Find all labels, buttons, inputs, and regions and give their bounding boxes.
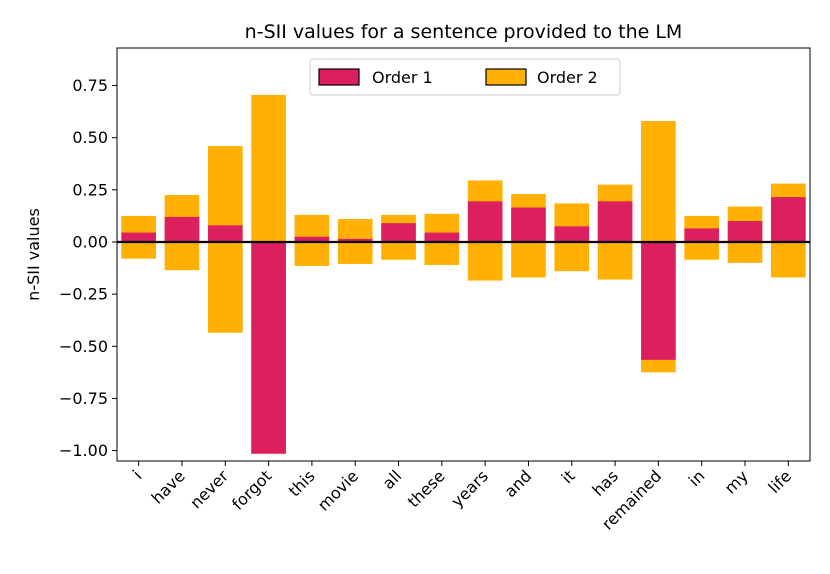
- y-tick-label: 0.50: [72, 128, 108, 147]
- x-tick-label-all: all: [379, 466, 406, 493]
- bar-order1-and: [511, 207, 546, 242]
- y-tick-label: −0.25: [59, 285, 108, 304]
- legend-label-1: Order 1: [372, 68, 433, 87]
- x-tick-label-this: this: [285, 466, 319, 500]
- bar-order2-neg-has: [597, 241, 633, 280]
- bar-order2-neg-in: [684, 241, 720, 260]
- legend-swatch-1: [318, 68, 360, 86]
- bar-order2-neg-these: [424, 241, 460, 265]
- y-tick-label: 0.25: [72, 180, 108, 199]
- bar-order1-have: [164, 216, 200, 242]
- x-tick-label-have: have: [148, 466, 189, 507]
- x-tick-label-it: it: [558, 466, 579, 487]
- bar-order1-years: [467, 201, 503, 242]
- bar-order2-neg-and: [511, 241, 546, 278]
- y-tick-label: −0.50: [59, 337, 108, 356]
- plot-frame: [116, 47, 811, 462]
- legend: Order 1 Order 2: [309, 58, 621, 96]
- x-tick-label-forgot: forgot: [228, 466, 275, 513]
- x-tick-label-life: life: [765, 466, 796, 497]
- bar-order2-pos-movie: [337, 219, 373, 242]
- bar-order1-all: [381, 223, 416, 242]
- bar-order1-has: [597, 201, 633, 242]
- x-tick-label-has: has: [588, 466, 621, 499]
- bar-order2-pos-forgot: [251, 94, 286, 242]
- x-tick-label-i: i: [129, 466, 146, 483]
- bar-order1-this: [294, 236, 330, 242]
- axes-group: [116, 47, 811, 462]
- bar-order1-my: [727, 221, 763, 242]
- y-tick-label: −1.00: [59, 441, 108, 460]
- legend-label-2: Order 2: [537, 68, 598, 87]
- y-tick-label: 0.75: [72, 76, 108, 95]
- y-tick-label: 0.00: [72, 232, 108, 251]
- bar-order2-neg-have: [164, 241, 200, 271]
- x-tick-label-my: my: [721, 466, 752, 497]
- legend-box: [309, 58, 621, 96]
- bar-order1-life: [771, 197, 806, 242]
- bar-order1-never: [207, 225, 243, 242]
- bar-order2-neg-all: [381, 241, 416, 260]
- legend-swatch-2: [485, 68, 527, 86]
- y-axis-label: n-SII values: [24, 208, 43, 301]
- bar-order2-neg-life: [771, 241, 806, 278]
- bar-order1-i: [121, 232, 156, 242]
- bar-order1-remained: [641, 241, 676, 360]
- y-tick-label: −0.75: [59, 389, 108, 408]
- bars-group: [121, 94, 806, 454]
- x-tick-label-years: years: [447, 466, 492, 511]
- bar-order1-these: [424, 232, 460, 242]
- x-tick-label-and: and: [501, 466, 536, 501]
- bar-order1-in: [684, 228, 720, 242]
- x-tick-label-in: in: [685, 466, 709, 490]
- bar-order2-neg-i: [121, 241, 156, 259]
- bar-order2-neg-years: [467, 241, 503, 281]
- bar-order2-neg-my: [727, 241, 763, 263]
- bar-order2-neg-this: [294, 241, 330, 266]
- bar-order1-it: [554, 226, 590, 242]
- bar-order2-neg-movie: [337, 241, 373, 264]
- y-ticks-group: −1.00 −0.75 −0.50 −0.25 0.00 0.25 0.50 0.75: [59, 76, 117, 460]
- x-tick-label-movie: movie: [314, 466, 362, 514]
- bar-order1-movie: [337, 238, 373, 242]
- bar-order1-forgot: [251, 241, 286, 454]
- chart-title: n-SII values for a sentence provided to …: [245, 21, 683, 43]
- bar-order2-neg-it: [554, 241, 590, 272]
- bar-order2-neg-never: [207, 241, 243, 333]
- bar-order2-pos-remained: [641, 121, 676, 242]
- x-tick-label-these: these: [404, 466, 449, 511]
- x-tick-label-never: never: [186, 466, 232, 512]
